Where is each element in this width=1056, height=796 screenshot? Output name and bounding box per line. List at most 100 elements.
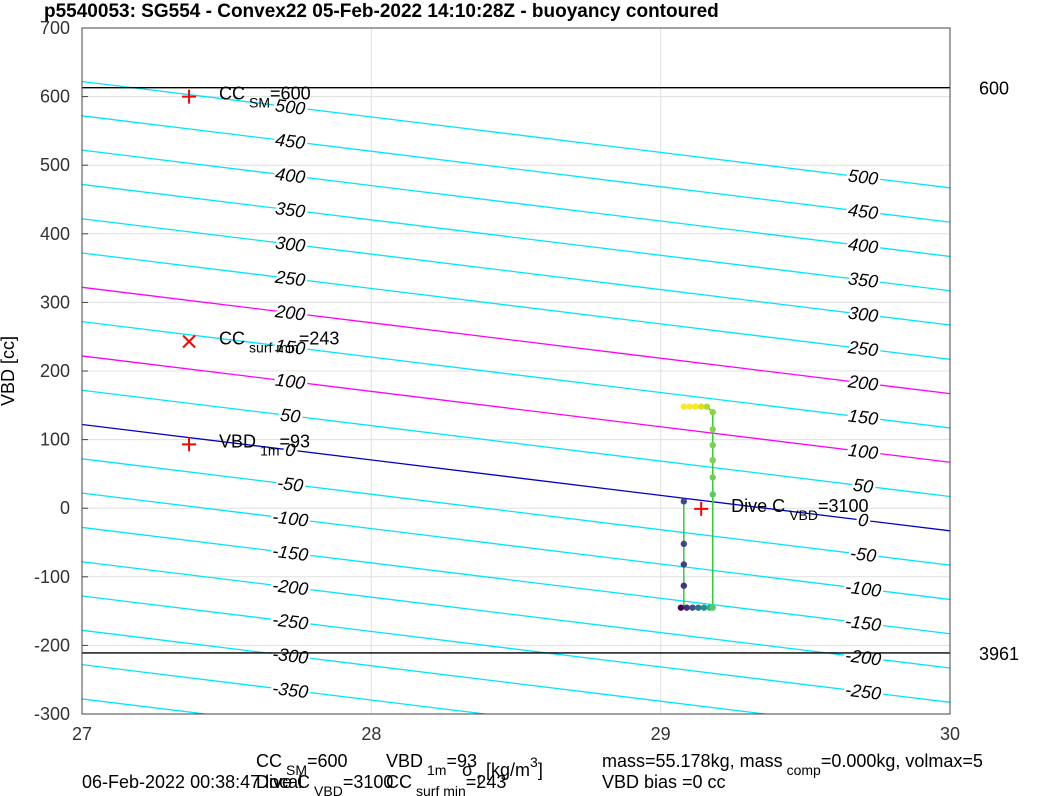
y-tick-label: 500 bbox=[40, 155, 70, 175]
axes: 27 28 29 30 -300 -200 -100 0 100 200 300 400 500 600 7… bbox=[34, 18, 1019, 796]
contour-label: -150 bbox=[271, 541, 309, 565]
footer-text: Dive C VBD=3100 bbox=[256, 772, 393, 796]
y-tick-label: 600 bbox=[40, 87, 70, 107]
contour-line bbox=[82, 526, 950, 635]
x-tick-label: 28 bbox=[361, 724, 381, 744]
x-tick-label: 30 bbox=[940, 724, 960, 744]
dive-point bbox=[695, 604, 702, 611]
contour-line bbox=[82, 492, 950, 601]
annotation-marker bbox=[182, 437, 197, 452]
annotation-label: VBD 1m=93 bbox=[219, 431, 310, 458]
text-piece: σ bbox=[462, 760, 473, 780]
contour-label: 350 bbox=[847, 268, 879, 292]
dive-point bbox=[680, 403, 688, 410]
contour-label: 100 bbox=[274, 370, 306, 394]
annotation-label: CC SM=600 bbox=[219, 84, 311, 111]
dive-point bbox=[703, 403, 711, 410]
y-tick-label: -300 bbox=[34, 704, 70, 724]
contour-line bbox=[82, 80, 950, 189]
text-piece: =3100 bbox=[818, 496, 869, 516]
contour-label: 400 bbox=[274, 164, 306, 188]
text-piece: surf min bbox=[249, 340, 299, 356]
contour-label: 300 bbox=[847, 303, 879, 327]
text-piece: surf min bbox=[416, 783, 466, 796]
contour-line bbox=[82, 320, 950, 429]
dive-point bbox=[709, 604, 716, 611]
text-piece: VBD bbox=[386, 751, 423, 771]
text-piece: CC bbox=[219, 84, 245, 104]
text-piece: 1m bbox=[427, 762, 446, 778]
y-tick-label: 700 bbox=[40, 18, 70, 38]
contour-label: 150 bbox=[274, 335, 306, 359]
dive-point bbox=[709, 456, 716, 464]
annotation-marker bbox=[182, 334, 196, 349]
footer-text: CC SM=600 bbox=[256, 751, 348, 778]
x-tick-label: 27 bbox=[72, 724, 92, 744]
text-piece: VBD bbox=[314, 783, 343, 796]
dive-point bbox=[689, 604, 696, 611]
dive-point bbox=[697, 403, 705, 410]
text-piece: Dive C bbox=[256, 772, 310, 792]
text-piece: VBD bias =0 cc bbox=[602, 772, 726, 792]
text-piece: 3 bbox=[530, 754, 538, 770]
text-piece: =600 bbox=[270, 84, 311, 104]
footer-text: 06-Feb-2022 00:38:47 local bbox=[82, 772, 302, 792]
dive-point bbox=[677, 604, 685, 611]
contour-line bbox=[82, 286, 950, 395]
text-piece: CC bbox=[386, 772, 412, 792]
footer-text: VBD 1m=93 bbox=[386, 751, 477, 778]
footer-text: VBD bias =0 cc bbox=[602, 772, 726, 792]
contour-line bbox=[82, 663, 491, 714]
dive-point bbox=[680, 540, 688, 548]
reference-label: 600 bbox=[979, 79, 1009, 99]
contour-label: 100 bbox=[847, 440, 879, 464]
text-piece: =0.000kg, volmax=5 bbox=[821, 751, 983, 771]
contour-line bbox=[82, 458, 950, 566]
dive-point bbox=[680, 498, 688, 505]
y-tick-label: -100 bbox=[34, 567, 70, 587]
dive-point bbox=[680, 561, 688, 568]
contour-line bbox=[82, 423, 950, 532]
annotation-marker bbox=[694, 501, 709, 516]
contour-label: 400 bbox=[847, 234, 879, 258]
text-piece: CC bbox=[219, 329, 245, 349]
contour-line bbox=[82, 629, 771, 714]
text-piece: VBD bbox=[789, 507, 818, 523]
chart-title: p5540053: SG554 - Convex22 05-Feb-2022 1… bbox=[44, 1, 719, 22]
dive-point bbox=[692, 403, 699, 410]
contour-line bbox=[82, 252, 950, 360]
contour-line bbox=[82, 355, 950, 463]
annotation-label: CC surf min=243 bbox=[219, 329, 339, 356]
dive-point bbox=[686, 403, 693, 410]
contour-label: 250 bbox=[846, 337, 879, 361]
text-piece: [kg/m bbox=[481, 760, 530, 780]
contour-label: 500 bbox=[847, 165, 879, 189]
dive-point bbox=[709, 441, 716, 449]
footer-text: CC surf min=243 bbox=[386, 772, 506, 796]
reference-label: 3961 bbox=[979, 644, 1019, 664]
contour-label: 200 bbox=[846, 371, 879, 395]
text-piece: VBD bbox=[219, 431, 256, 451]
contour-line bbox=[82, 561, 950, 669]
contour-label: 50 bbox=[852, 475, 874, 497]
contour-label: 350 bbox=[274, 198, 306, 222]
text-piece: =243 bbox=[299, 329, 340, 349]
dive-point bbox=[700, 604, 708, 611]
y-tick-label: 100 bbox=[40, 430, 70, 450]
contour-label: 450 bbox=[847, 200, 879, 224]
text-piece: ] bbox=[538, 760, 543, 780]
y-tick-label: 200 bbox=[40, 361, 70, 381]
contour-label: 250 bbox=[273, 267, 306, 291]
text-piece: mass=55.178kg, mass bbox=[602, 751, 783, 771]
text-piece: CC bbox=[256, 751, 282, 771]
text-piece: 06-Feb-2022 00:38:47 local bbox=[82, 772, 302, 792]
contour-label: 300 bbox=[274, 232, 306, 256]
text-piece: SM bbox=[249, 95, 270, 111]
text-piece: Dive C bbox=[731, 496, 785, 516]
text-piece: =3100 bbox=[343, 772, 394, 792]
text-piece: =600 bbox=[307, 751, 348, 771]
contour-label: -50 bbox=[276, 473, 304, 496]
annotation-label: Dive C VBD=3100 bbox=[731, 496, 868, 523]
text-piece: 1m bbox=[260, 442, 279, 458]
